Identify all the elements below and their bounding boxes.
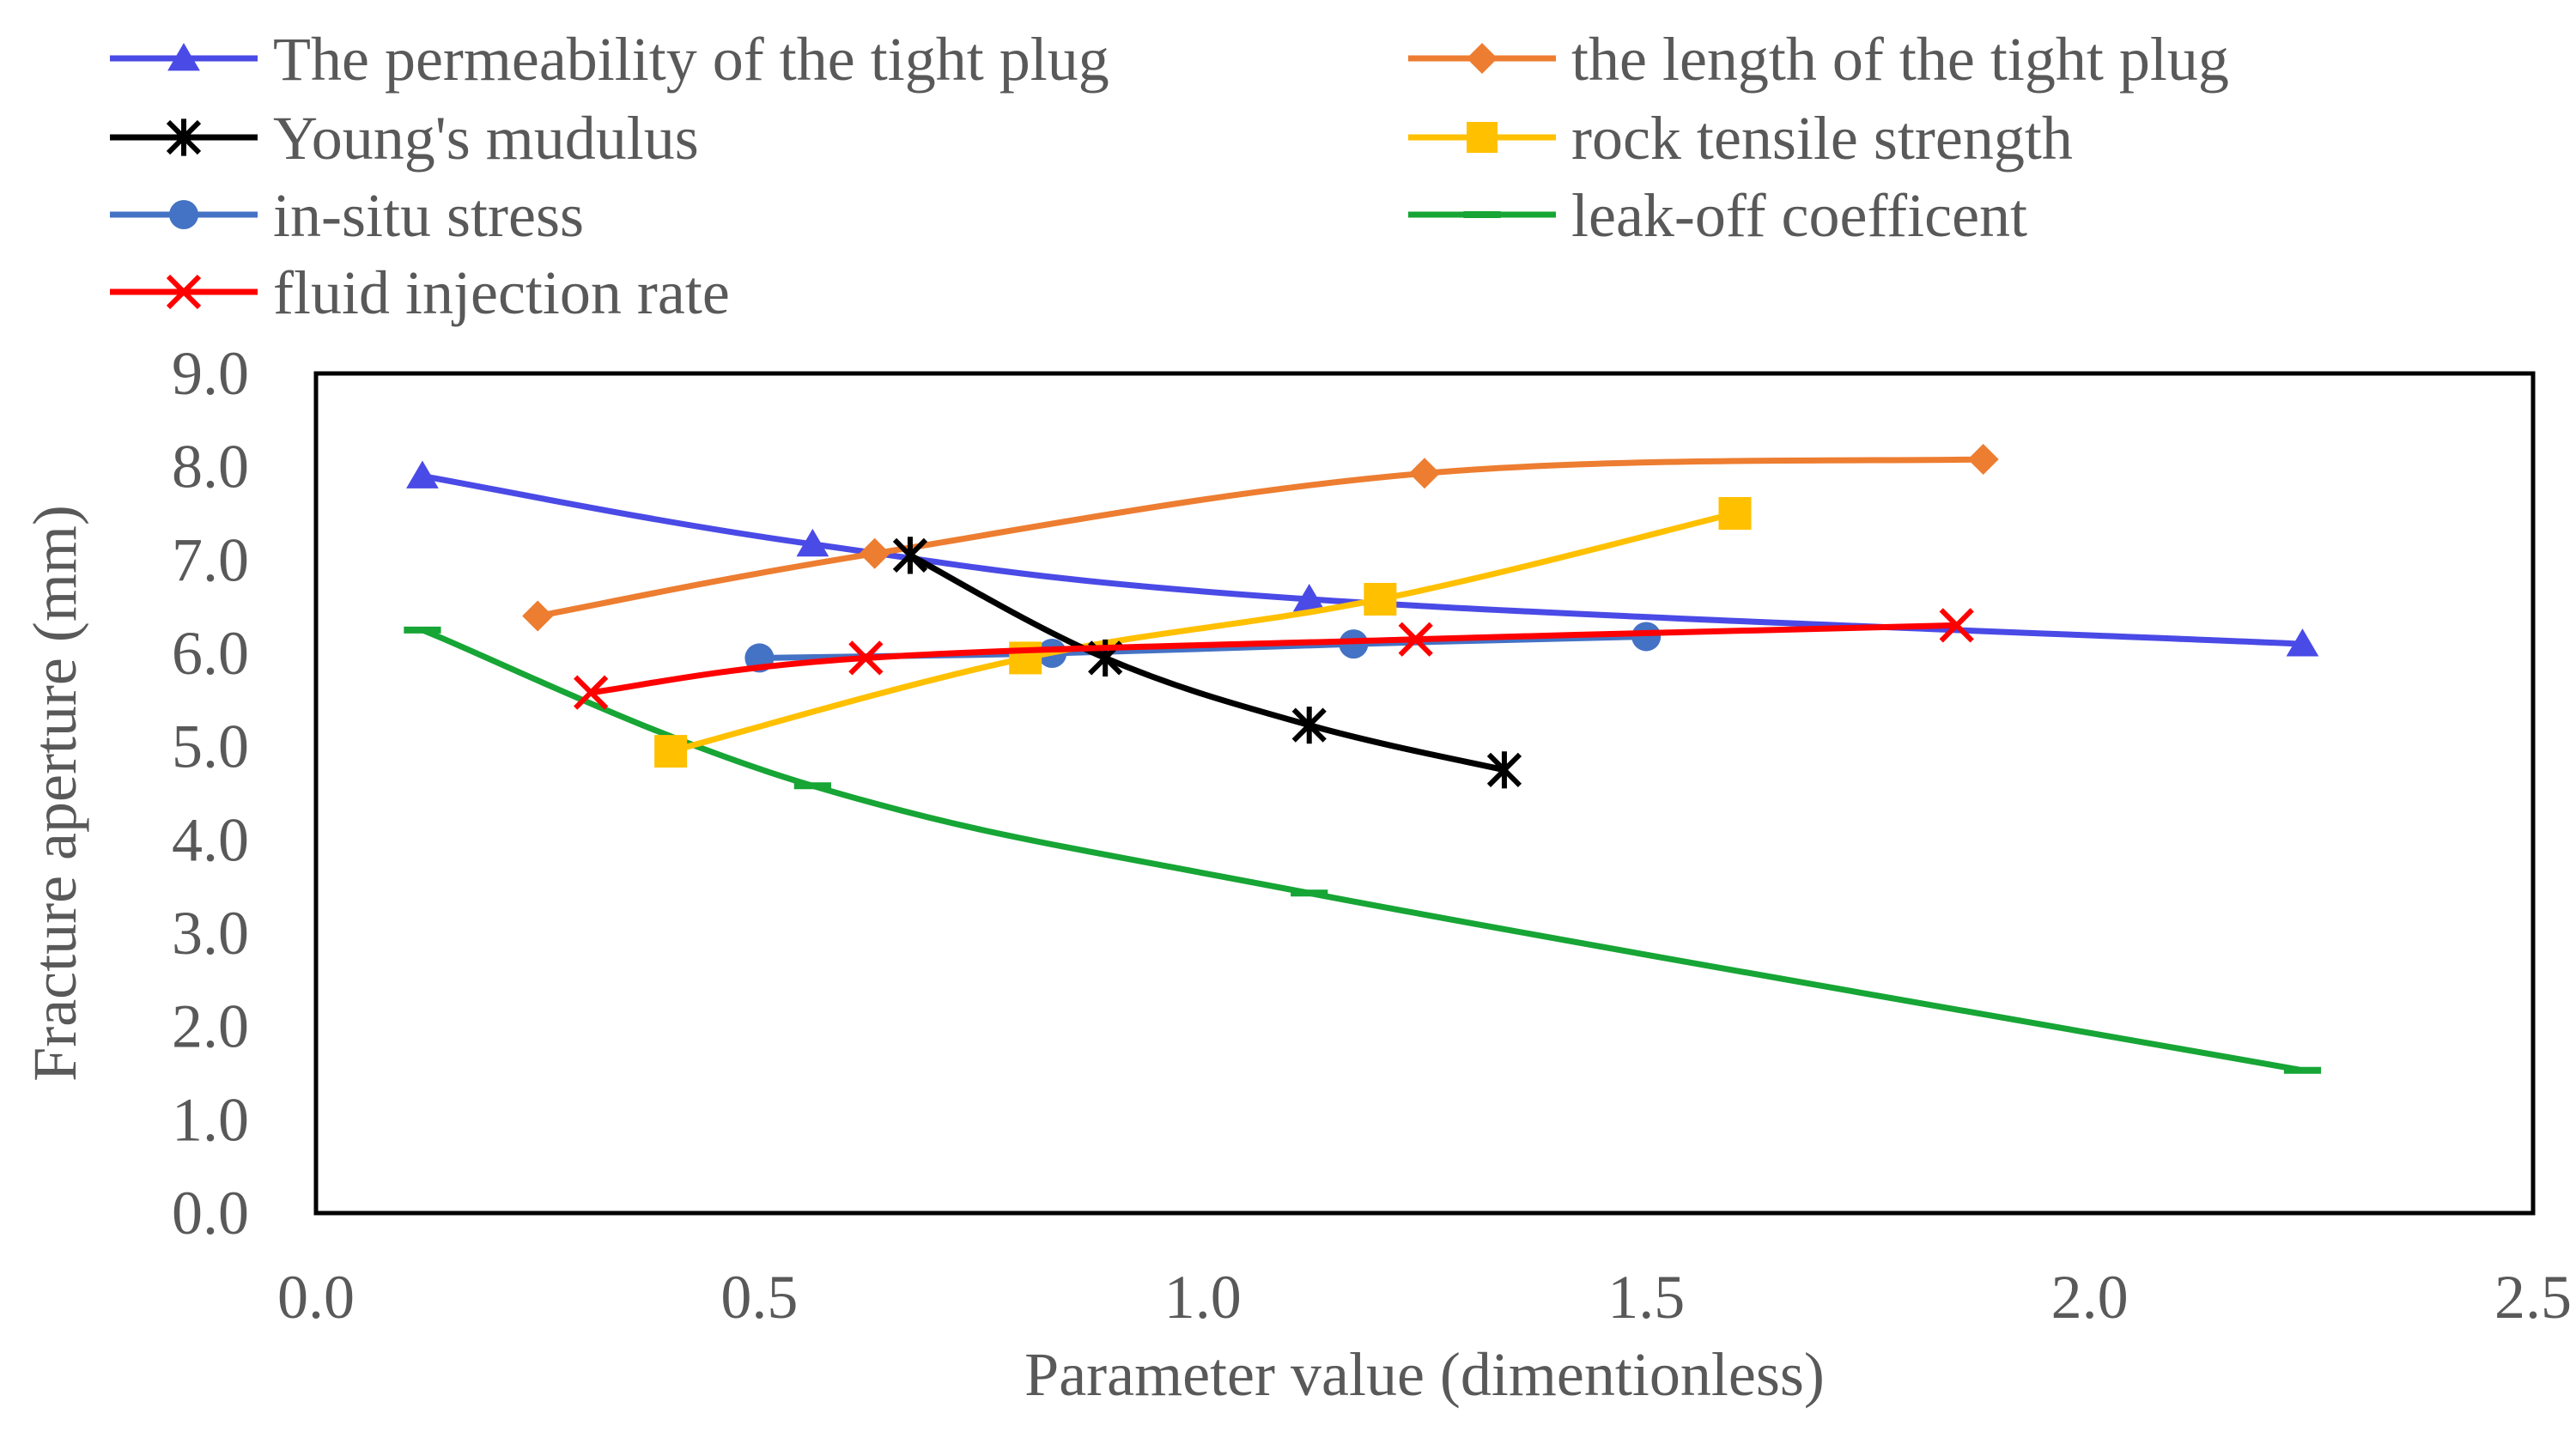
legend-marker [169, 200, 198, 229]
data-point-the-permeability-of-the-tight-plug [406, 460, 439, 488]
series-line-leak-off-coefficent [419, 627, 2306, 1074]
data-point-the-length-of-the-tight-plug [1409, 458, 1440, 489]
x-tick-label: 2.0 [2051, 1263, 2129, 1332]
x-tick-label: 1.0 [1164, 1263, 1242, 1332]
data-point-in-situ-stress [1631, 622, 1662, 652]
legend-marker [166, 118, 202, 156]
series-young-s-mudulus [892, 537, 1522, 789]
x-axis-title: Parameter value (dimentionless) [1024, 1340, 1825, 1409]
plot-area-frame [313, 371, 2536, 1216]
series-line-fluid-injection-rate [587, 622, 1960, 696]
series-line-the-length-of-the-tight-plug [534, 456, 1987, 620]
y-tick-label: 4.0 [172, 805, 249, 874]
legend: The permeability of the tight plug the le… [110, 25, 2229, 327]
y-axis-title: Fracture aperture (mm) [21, 505, 89, 1082]
legend-label: leak-off coefficent [1571, 181, 2027, 250]
y-tick-label: 0.0 [172, 1179, 249, 1247]
legend-item-leak-off-coefficent: leak-off coefficent [1408, 181, 2027, 250]
data-point-the-length-of-the-tight-plug [1967, 443, 1999, 475]
y-tick-label: 8.0 [172, 433, 249, 501]
data-point-the-length-of-the-tight-plug [522, 600, 554, 632]
x-tick-label: 0.0 [277, 1263, 355, 1332]
series-the-permeability-of-the-tight-plug [406, 460, 2319, 657]
legend-marker [166, 274, 202, 310]
series-rock-tensile-strength [654, 497, 1752, 768]
series-layer [404, 443, 2322, 1074]
axis-ticks: 0.0 0.5 1.0 1.5 2.0 2.5 0.0 1.0 2.0 3.0 4.0 5.0 6.0 7… [172, 339, 2572, 1332]
legend-item-young-s-mudulus: Young's mudulus [110, 104, 699, 173]
legend-item-rock-tensile-strength: rock tensile strength [1408, 104, 2073, 173]
data-point-rock-tensile-strength [1009, 641, 1042, 675]
data-point-the-permeability-of-the-tight-plug [796, 528, 829, 557]
y-tick-label: 1.0 [172, 1085, 249, 1154]
legend-label: fluid injection rate [273, 258, 730, 327]
series-leak-off-coefficent [404, 626, 2322, 1074]
data-point-the-permeability-of-the-tight-plug [1292, 583, 1326, 612]
data-point-young-s-mudulus [1291, 707, 1327, 744]
legend-item-the-permeability-of-the-tight-plug: The permeability of the tight plug [110, 25, 1109, 94]
data-point-rock-tensile-strength [654, 735, 688, 768]
y-tick-label: 3.0 [172, 899, 249, 968]
y-tick-label: 2.0 [172, 992, 249, 1061]
data-point-rock-tensile-strength [1718, 497, 1752, 530]
data-point-young-s-mudulus [1486, 751, 1522, 789]
y-tick-label: 5.0 [172, 713, 249, 781]
legend-item-the-length-of-the-tight-plug: the length of the tight plug [1408, 25, 2229, 94]
x-tick-label: 2.5 [2494, 1263, 2572, 1332]
x-tick-label: 0.5 [720, 1263, 798, 1332]
data-point-fluid-injection-rate [1939, 608, 1974, 643]
legend-label: Young's mudulus [273, 104, 699, 173]
series-line-the-permeability-of-the-tight-plug [419, 473, 2306, 647]
legend-label: The permeability of the tight plug [273, 25, 1109, 94]
data-point-young-s-mudulus [892, 537, 928, 574]
legend-label: the length of the tight plug [1571, 25, 2229, 94]
series-the-length-of-the-tight-plug [522, 443, 1999, 632]
y-tick-label: 9.0 [172, 339, 249, 408]
data-point-the-permeability-of-the-tight-plug [2286, 628, 2319, 657]
series-line-young-s-mudulus [907, 552, 1508, 774]
data-point-fluid-injection-rate [848, 640, 884, 676]
legend-marker [167, 43, 200, 71]
legend-marker [1467, 43, 1498, 74]
data-point-rock-tensile-strength [1364, 582, 1397, 616]
y-tick-label: 6.0 [172, 619, 249, 688]
data-point-the-length-of-the-tight-plug [859, 537, 890, 569]
legend-item-fluid-injection-rate: fluid injection rate [110, 258, 730, 327]
legend-label: rock tensile strength [1571, 104, 2073, 173]
data-point-fluid-injection-rate [1398, 622, 1433, 657]
x-tick-label: 1.5 [1607, 1263, 1685, 1332]
legend-marker [1467, 122, 1498, 153]
data-point-fluid-injection-rate [574, 675, 609, 710]
y-tick-label: 7.0 [172, 525, 249, 594]
legend-item-in-situ-stress: in-situ stress [110, 181, 584, 250]
legend-label: in-situ stress [273, 181, 584, 250]
series-fluid-injection-rate [574, 608, 1974, 710]
series-line-rock-tensile-strength [667, 510, 1738, 755]
